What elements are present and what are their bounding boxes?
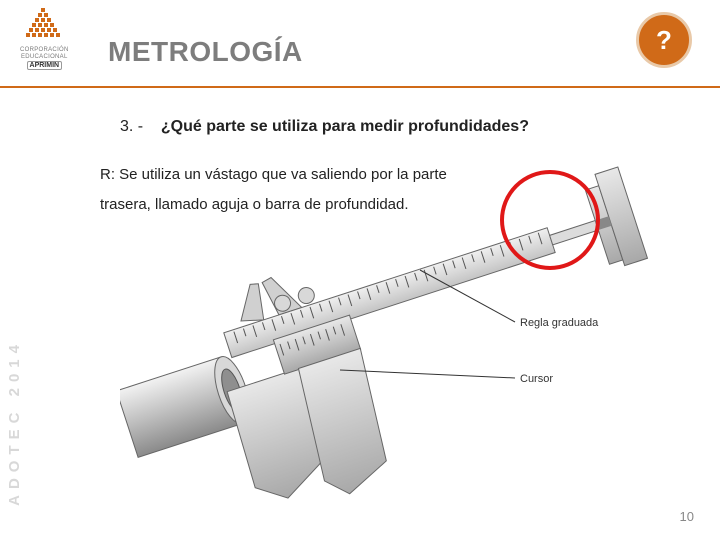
logo: CORPORACIÓN EDUCACIONAL APRIMIN: [20, 8, 69, 70]
header: CORPORACIÓN EDUCACIONAL APRIMIN METROLOG…: [0, 0, 720, 90]
logo-aprimin: APRIMIN: [27, 61, 63, 70]
question-number: 3. -: [120, 118, 143, 135]
label-ruler: Regla graduada: [520, 317, 599, 329]
question-line: 3. - ¿Qué parte se utiliza para medir pr…: [120, 118, 529, 136]
header-divider: [0, 86, 720, 88]
logo-text-line2: EDUCACIONAL: [21, 54, 68, 60]
caliper-diagram: Regla graduada Cursor: [120, 150, 680, 500]
logo-text-line1: CORPORACIÓN: [20, 47, 69, 53]
sidebar-watermark: ADOTEC 2014: [6, 339, 23, 506]
page-title: METROLOGÍA: [108, 36, 303, 68]
label-cursor: Cursor: [520, 373, 553, 385]
page-number: 10: [680, 509, 694, 524]
logo-triangle-icon: [23, 8, 65, 46]
question-text: ¿Qué parte se utiliza para medir profund…: [161, 118, 529, 135]
question-mark-badge: ?: [636, 12, 692, 68]
depth-block-icon: [582, 167, 648, 270]
